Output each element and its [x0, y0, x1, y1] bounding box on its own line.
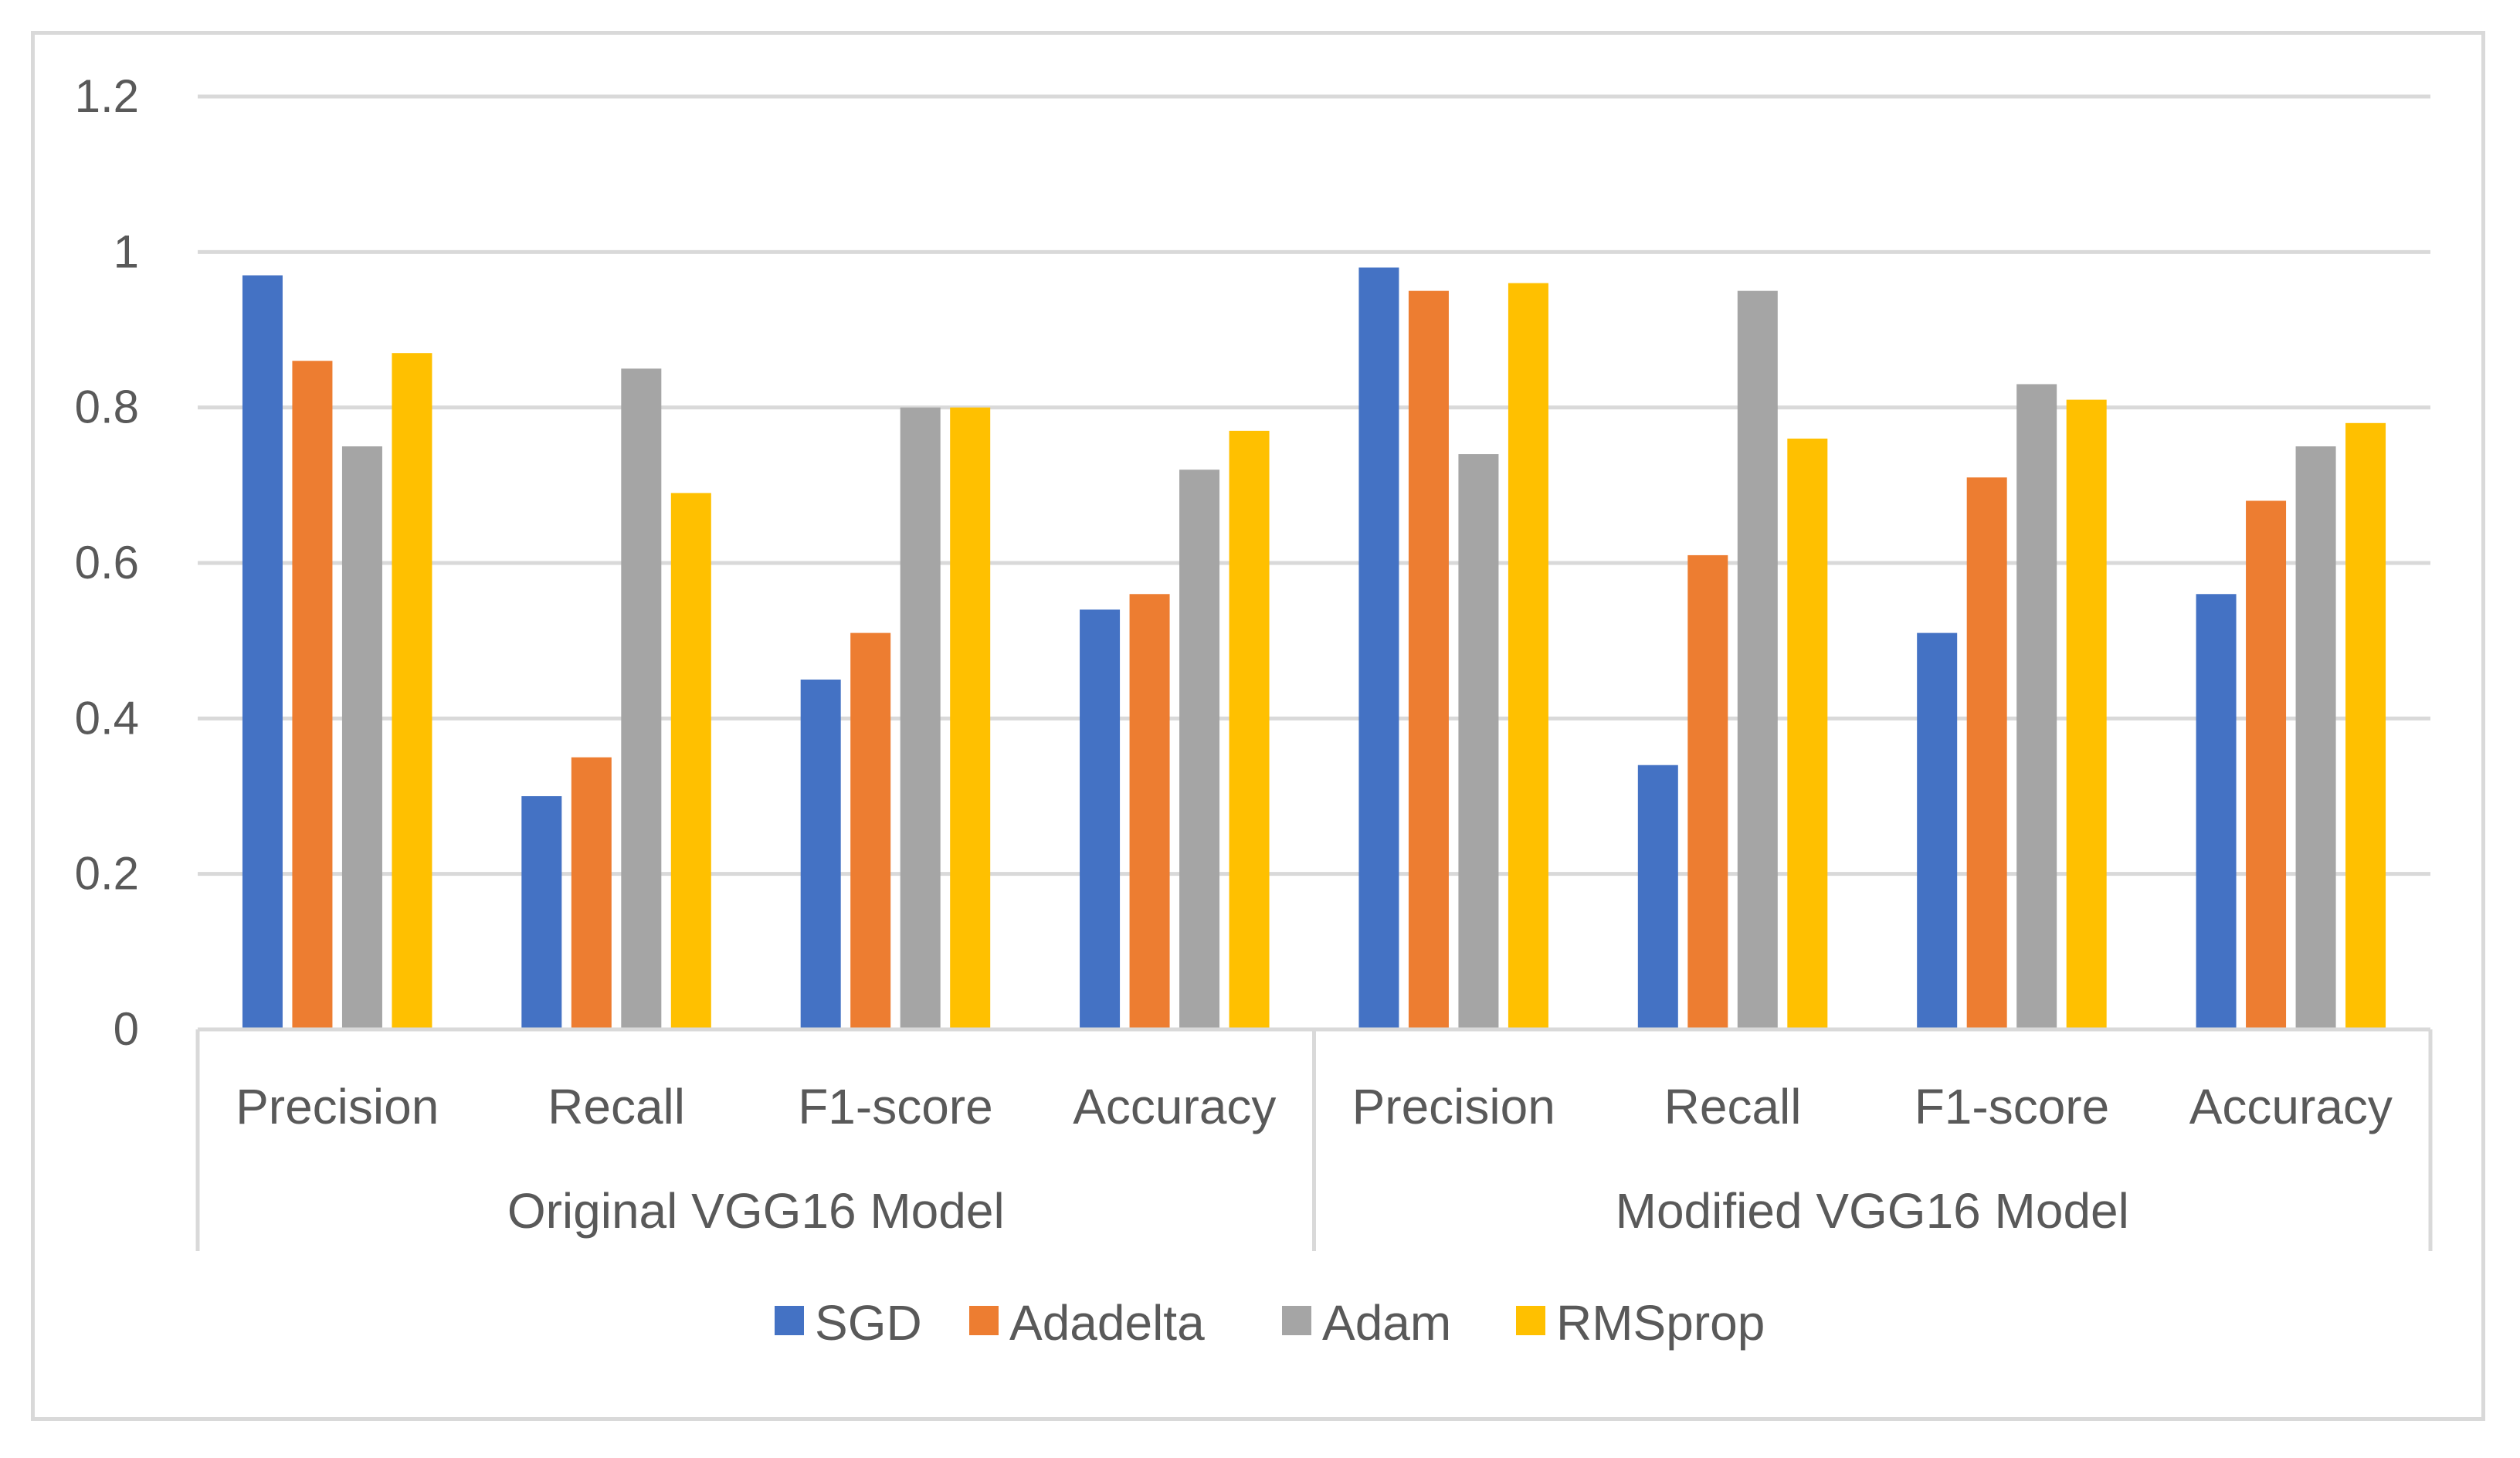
bar-rmsprop — [2066, 399, 2107, 1029]
x-category-label: Recall — [548, 1079, 685, 1134]
bar-adam — [2016, 384, 2057, 1029]
bar-sgd — [1358, 267, 1399, 1029]
legend-swatch-rmsprop — [1516, 1306, 1545, 1335]
bar-adadelta — [1408, 290, 1449, 1030]
x-category-label: Recall — [1664, 1079, 1802, 1134]
gridlines — [198, 94, 2430, 876]
y-tick-label: 0.4 — [75, 692, 139, 744]
bar-adam — [621, 368, 662, 1029]
bar-sgd — [800, 680, 841, 1029]
x-category-label: F1-score — [798, 1079, 993, 1134]
y-tick-label: 0.8 — [75, 381, 139, 433]
bar-sgd — [2196, 594, 2237, 1029]
bar-sgd — [1917, 632, 1958, 1029]
bar-adadelta — [1687, 554, 1728, 1029]
y-tick-label: 1 — [114, 225, 139, 277]
bar-rmsprop — [1229, 430, 1270, 1029]
y-tick-label: 0.6 — [75, 537, 139, 588]
x-group-label: Modified VGG16 Model — [1616, 1183, 2129, 1239]
bar-rmsprop — [2345, 422, 2386, 1029]
bar-sgd — [1637, 765, 1678, 1029]
bar-adam — [2295, 446, 2336, 1029]
legend-swatch-adam — [1282, 1306, 1311, 1335]
x-category-label: Precision — [1352, 1079, 1555, 1134]
y-tick-label: 0.2 — [75, 848, 139, 900]
legend-swatch-sgd — [775, 1306, 804, 1335]
bars — [242, 267, 2386, 1030]
bar-adam — [1737, 290, 1778, 1030]
bar-sgd — [242, 275, 283, 1029]
bar-adadelta — [2246, 500, 2287, 1029]
legend-label-adam: Adam — [1322, 1295, 1451, 1351]
x-category-label: F1-score — [1915, 1079, 2110, 1134]
y-tick-label: 1.2 — [75, 70, 139, 122]
x-category-label: Accuracy — [2189, 1079, 2393, 1134]
x-axis — [195, 1027, 2433, 1251]
bar-adam — [900, 407, 941, 1029]
legend-label-sgd: SGD — [815, 1295, 922, 1351]
x-axis-labels: Precision Recall F1-score Accuracy Original … — [236, 1079, 2393, 1239]
bar-adam — [1179, 470, 1220, 1029]
x-group-label: Original VGG16 Model — [507, 1183, 1005, 1239]
legend-label-adadelta: Adadelta — [1009, 1295, 1205, 1351]
legend: SGD Adadelta Adam RMSprop — [775, 1295, 1765, 1351]
bar-rmsprop — [1787, 438, 1828, 1029]
bar-adadelta — [292, 361, 333, 1029]
y-tick-label: 0 — [114, 1003, 139, 1055]
bar-adadelta — [571, 757, 612, 1029]
bar-rmsprop — [950, 407, 991, 1029]
legend-label-rmsprop: RMSprop — [1556, 1295, 1765, 1351]
bar-sgd — [1080, 609, 1121, 1029]
bar-sgd — [521, 796, 562, 1029]
bar-adadelta — [850, 632, 891, 1029]
bar-adadelta — [1966, 477, 2007, 1029]
bar-rmsprop — [1508, 283, 1548, 1030]
y-axis-ticks: 0 0.2 0.4 0.6 0.8 1 1.2 — [75, 70, 139, 1055]
bar-rmsprop — [392, 353, 432, 1029]
legend-swatch-adadelta — [969, 1306, 999, 1335]
bar-chart: 0 0.2 0.4 0.6 0.8 1 1.2 Precision Recall F1-scor… — [75, 70, 2433, 1351]
bar-adam — [1458, 454, 1499, 1029]
bar-adadelta — [1129, 594, 1170, 1029]
chart-frame: 0 0.2 0.4 0.6 0.8 1 1.2 Precision Recall F1-scor… — [31, 31, 2485, 1421]
x-category-label: Accuracy — [1073, 1079, 1276, 1134]
bar-adam — [341, 446, 382, 1029]
bar-rmsprop — [670, 493, 711, 1029]
x-category-label: Precision — [236, 1079, 439, 1134]
